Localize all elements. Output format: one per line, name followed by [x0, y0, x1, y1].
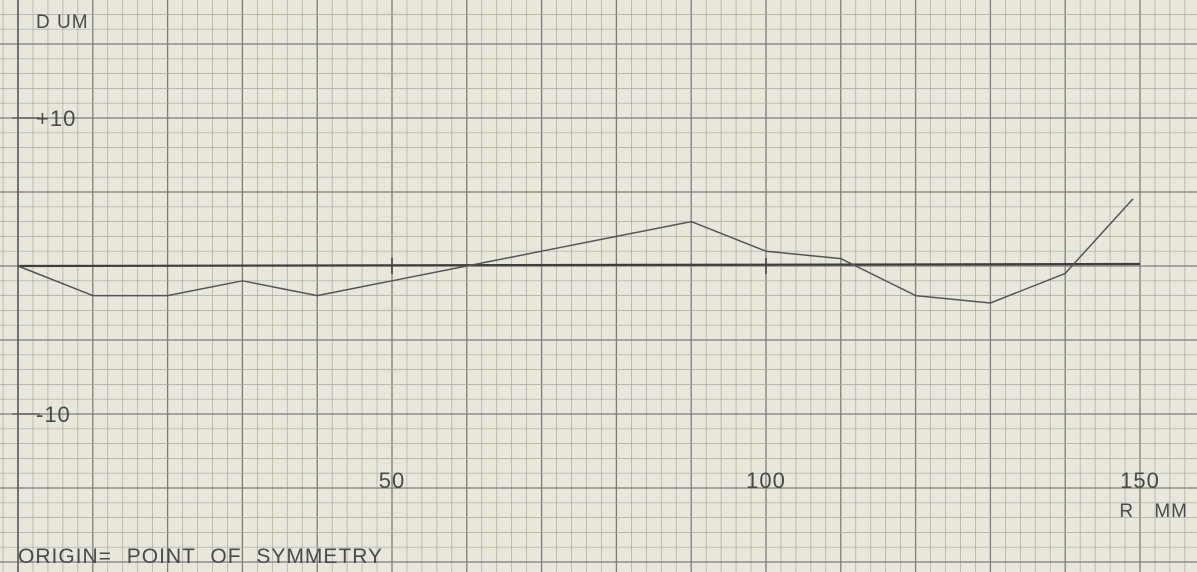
- data-point: [540, 250, 543, 253]
- y-tick-label: +10: [36, 106, 76, 131]
- data-point: [1064, 272, 1067, 275]
- y-axis-label: D UM: [36, 12, 89, 33]
- data-point: [241, 279, 244, 282]
- data-point: [465, 265, 468, 267]
- data-point: [765, 250, 767, 253]
- zero-baseline: [17, 262, 1141, 268]
- origin-note: ORIGIN= POINT OF SYMMETRY: [18, 545, 383, 568]
- x-tick-label: 150: [1120, 468, 1160, 493]
- series: [17, 198, 1134, 304]
- ticks: 50 100 150 +10 -10: [12, 106, 1160, 493]
- data-point: [615, 235, 618, 238]
- data-point: [91, 294, 94, 297]
- data-point: [316, 294, 319, 297]
- x-axis-label: R MM: [1119, 501, 1188, 522]
- data-point: [839, 257, 842, 260]
- data-point: [1131, 198, 1134, 201]
- data-point: [166, 294, 169, 297]
- data-point: [914, 294, 917, 297]
- series-line: [17, 198, 1134, 304]
- data-point: [989, 302, 992, 304]
- data-point: [690, 220, 693, 223]
- y-tick-label: -10: [36, 402, 71, 427]
- data-point: [17, 265, 19, 267]
- x-tick-label: 50: [379, 468, 405, 493]
- x-tick-label: 100: [746, 468, 786, 493]
- data-point: [391, 279, 393, 282]
